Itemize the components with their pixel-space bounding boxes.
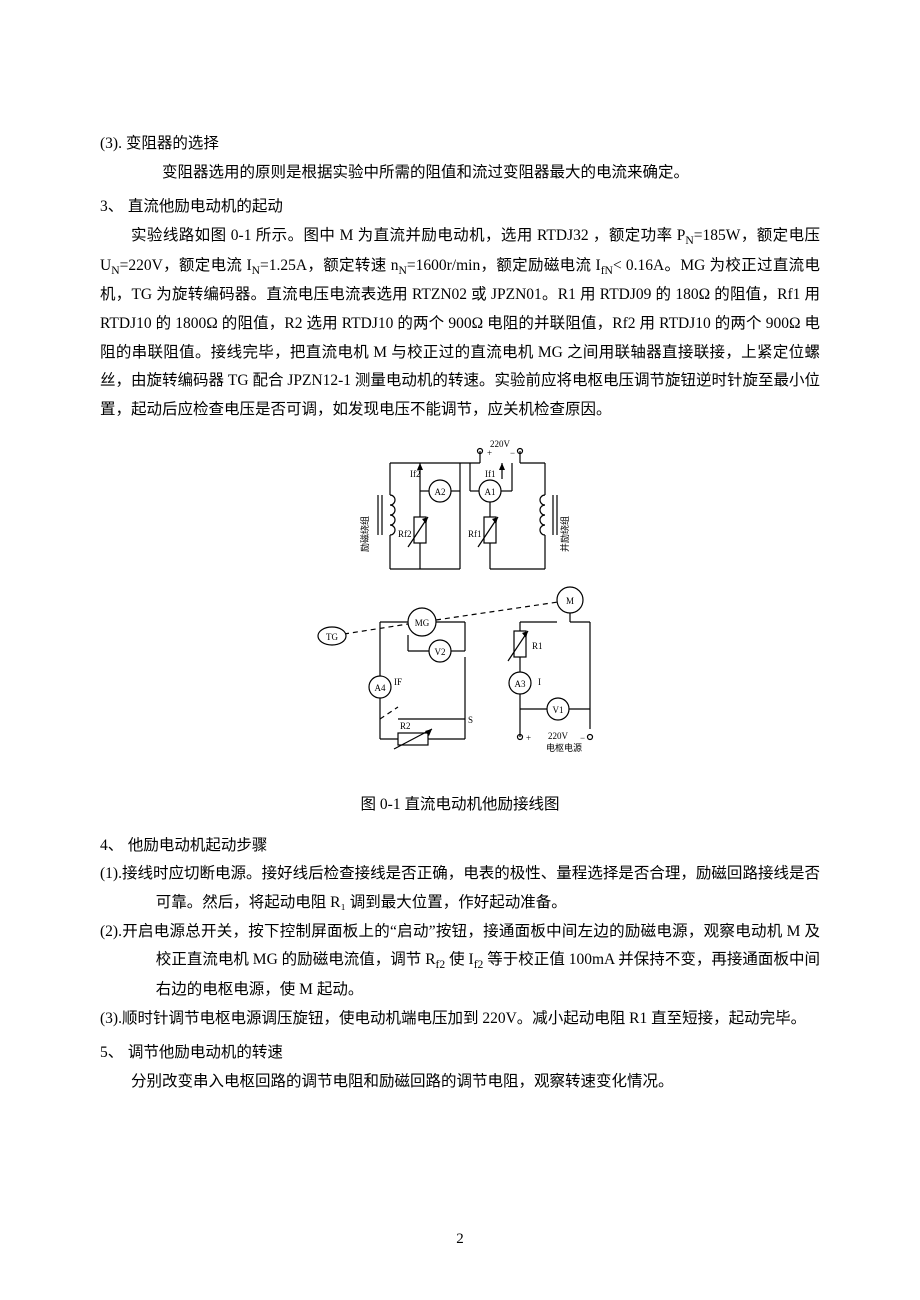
sec5-heading: 5、调节他励电动机的转速 — [100, 1039, 820, 1068]
svg-text:励磁绕组: 励磁绕组 — [359, 516, 370, 552]
svg-text:+: + — [526, 733, 531, 743]
sec3-heading: 3、直流他励电动机的起动 — [100, 193, 820, 222]
svg-text:+: + — [487, 448, 492, 458]
sec3-sub3-body: 变阻器选用的原则是根据实验中所需的阻值和流过变阻器最大的电流来确定。 — [100, 159, 820, 188]
svg-text:Rf1: Rf1 — [468, 529, 482, 539]
sec5-title: 调节他励电动机的转速 — [128, 1044, 283, 1061]
sec3-body: 实验线路如图 0-1 所示。图中 M 为直流并励电动机，选用 RTDJ32 ，额… — [100, 222, 820, 425]
svg-text:V1: V1 — [553, 705, 564, 715]
svg-text:S: S — [468, 715, 473, 725]
sec4-step1: (1).接线时应切断电源。接好线后检查接线是否正确，电表的极性、量程选择是否合理… — [100, 860, 820, 917]
sec5-body: 分别改变串入电枢回路的调节电阻和励磁回路的调节电阻，观察转速变化情况。 — [100, 1068, 820, 1097]
svg-text:并励绕组: 并励绕组 — [559, 516, 570, 552]
circuit-diagram: 220V + − 励磁绕组 — [290, 439, 630, 769]
svg-text:MG: MG — [415, 618, 430, 628]
page: (3). 变阻器的选择 变阻器选用的原则是根据实验中所需的阻值和流过变阻器最大的… — [0, 0, 920, 1300]
svg-text:IF: IF — [394, 677, 402, 687]
svg-text:If2: If2 — [410, 469, 421, 479]
svg-text:电枢电源: 电枢电源 — [546, 742, 582, 753]
svg-text:220V: 220V — [548, 731, 569, 741]
svg-text:Rf2: Rf2 — [398, 529, 412, 539]
sec5-num: 5、 — [100, 1039, 123, 1068]
sec4-step2: (2).开启电源总开关，按下控制屏面板上的“启动”按钮，接通面板中间左边的励磁电… — [100, 918, 820, 1005]
svg-text:V2: V2 — [435, 647, 446, 657]
svg-text:I: I — [538, 677, 541, 687]
svg-text:A4: A4 — [375, 683, 386, 693]
svg-text:−: − — [580, 733, 585, 743]
sec4-title: 他励电动机起动步骤 — [128, 837, 268, 854]
svg-text:If1: If1 — [485, 469, 496, 479]
svg-text:R1: R1 — [532, 641, 543, 651]
figure-0-1: 220V + − 励磁绕组 — [100, 439, 820, 774]
sec4-step3: (3).顺时针调节电枢电源调压旋钮，使电动机端电压加到 220V。减小起动电阻 … — [100, 1005, 820, 1034]
sec4-heading: 4、他励电动机起动步骤 — [100, 832, 820, 861]
sec3-num: 3、 — [100, 193, 123, 222]
svg-text:M: M — [566, 596, 574, 606]
sec4-num: 4、 — [100, 832, 123, 861]
page-number: 2 — [0, 1231, 920, 1248]
svg-text:TG: TG — [326, 632, 338, 642]
sec3-sub3-heading: (3). 变阻器的选择 — [100, 130, 820, 159]
svg-text:−: − — [510, 448, 515, 458]
sec3-title: 直流他励电动机的起动 — [128, 198, 283, 215]
svg-text:A2: A2 — [435, 487, 446, 497]
figure-caption: 图 0-1 直流电动机他励接线图 — [100, 792, 820, 814]
sec3-sub3-label: (3). — [100, 130, 122, 159]
svg-text:R2: R2 — [400, 721, 411, 731]
svg-text:220V: 220V — [490, 439, 511, 449]
svg-text:A1: A1 — [485, 487, 496, 497]
svg-text:A3: A3 — [515, 679, 526, 689]
sec3-sub3-title: 变阻器的选择 — [122, 135, 219, 152]
